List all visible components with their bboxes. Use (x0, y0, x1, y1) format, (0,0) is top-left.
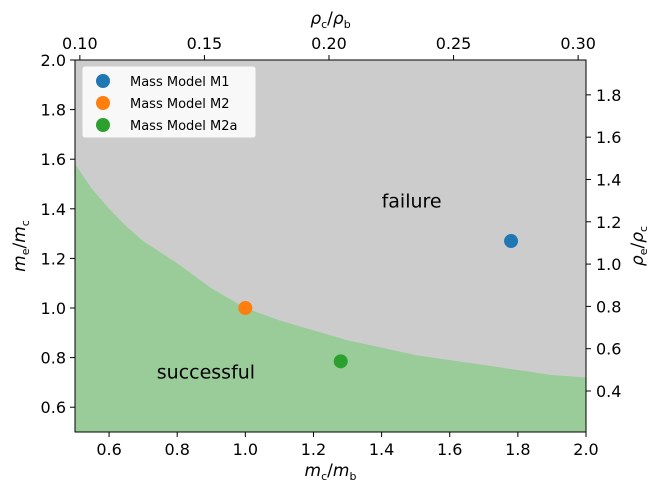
y-tick-label: 1.4 (41, 200, 66, 219)
data-point (238, 301, 253, 315)
y-axis-label: me/mc (10, 220, 32, 272)
legend-label: Mass Model M1 (130, 75, 230, 90)
x-tick-label: 1.6 (437, 440, 462, 459)
failure-region-label: failure (382, 191, 442, 213)
success-region (75, 164, 586, 432)
legend-label: Mass Model M2a (130, 119, 237, 134)
x-top-tick-label: 0.25 (436, 34, 472, 53)
y-right-tick-label: 0.6 (596, 340, 621, 359)
legend-marker (96, 74, 110, 88)
legend-box (81, 65, 257, 139)
data-point (504, 234, 519, 249)
legend-marker (96, 96, 110, 110)
x-tick-label: 1.4 (369, 440, 394, 459)
y-tick-label: 1.0 (41, 299, 66, 318)
y-right-tick-label: 1.0 (596, 255, 621, 274)
data-points (238, 234, 519, 369)
success-region-label: successful (157, 362, 255, 384)
y-tick-label: 0.8 (41, 349, 66, 368)
y-right-tick-label: 1.2 (596, 213, 621, 232)
x-tick-label: 0.6 (96, 440, 121, 459)
y-right-tick-label: 0.8 (596, 297, 621, 316)
y-tick-label: 1.6 (41, 150, 66, 169)
x-top-tick-label: 0.30 (560, 34, 596, 53)
data-point (333, 354, 348, 369)
x-top-tick-label: 0.20 (311, 34, 347, 53)
y-right-tick-label: 1.4 (596, 170, 621, 189)
x-axis-top: 0.10 0.15 0.20 0.25 0.30 (62, 34, 596, 60)
x-axis-bottom: 0.6 0.8 1.0 1.2 1.4 1.6 1.8 2.0 (96, 432, 599, 459)
legend-label: Mass Model M2 (130, 97, 230, 112)
y-tick-label: 1.2 (41, 249, 66, 268)
x-top-tick-label: 0.10 (62, 34, 98, 53)
y-right-tick-label: 1.6 (596, 128, 621, 147)
y-right-axis-label: ρe/ρc (628, 226, 650, 266)
y-right-tick-label: 0.4 (596, 382, 621, 401)
plot-frame (74, 59, 587, 433)
y-axis-right: 0.4 0.6 0.8 1.0 1.2 1.4 1.6 1.8 (586, 86, 621, 401)
x-tick-label: 1.2 (301, 440, 326, 459)
x-top-axis-label: ρc/ρb (310, 9, 350, 31)
y-axis-left: 0.6 0.8 1.0 1.2 1.4 1.6 1.8 2.0 (41, 51, 75, 417)
y-tick-label: 1.8 (41, 101, 66, 120)
legend: Mass Model M1 Mass Model M2 Mass Model M2a (81, 65, 257, 139)
y-tick-label: 2.0 (41, 51, 66, 70)
x-tick-label: 2.0 (573, 440, 598, 459)
x-tick-label: 1.0 (233, 440, 258, 459)
legend-marker (96, 118, 110, 132)
x-top-tick-label: 0.15 (187, 34, 223, 53)
x-axis-label: mc/mb (305, 461, 357, 483)
y-right-tick-label: 1.8 (596, 86, 621, 105)
y-tick-label: 0.6 (41, 398, 66, 417)
x-tick-label: 1.8 (505, 440, 530, 459)
x-tick-label: 0.8 (164, 440, 189, 459)
